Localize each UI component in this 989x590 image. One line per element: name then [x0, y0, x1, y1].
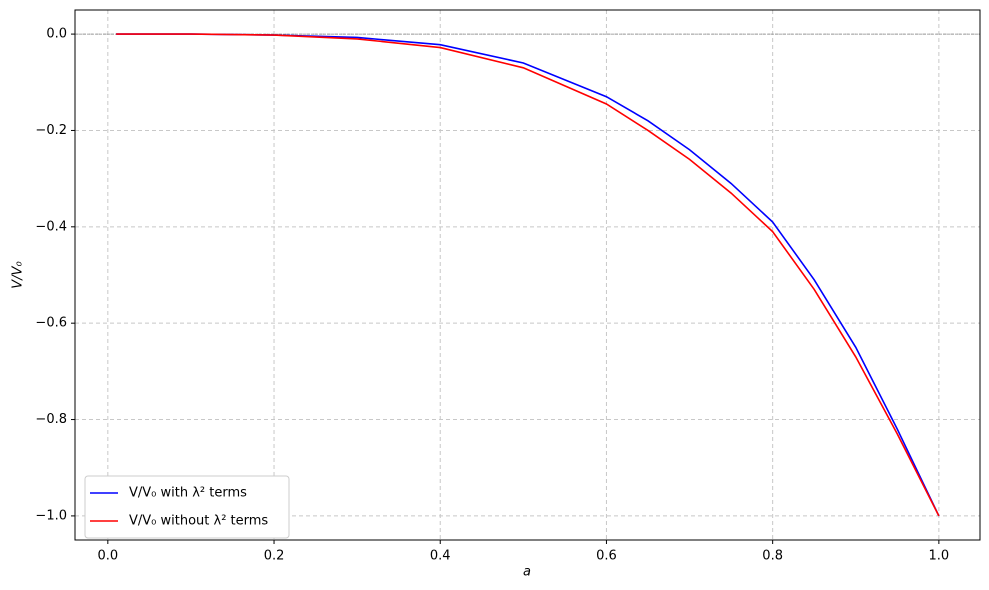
x-tick-label: 0.6	[596, 549, 617, 564]
legend-box	[84, 475, 290, 539]
y-tick-label: −0.6	[35, 316, 67, 331]
data-line	[116, 33, 940, 517]
x-tick-label: 0.8	[762, 549, 783, 564]
x-tick-label: 0.4	[430, 549, 451, 564]
y-tick-label: −1.0	[35, 508, 67, 523]
legend-label: V/V₀ with λ² terms	[129, 486, 247, 501]
y-tick-label: −0.8	[35, 412, 67, 427]
plot-frame	[74, 9, 981, 541]
data-line	[116, 33, 940, 517]
x-tick-label: 0.0	[97, 549, 118, 564]
x-axis-label: a	[523, 565, 531, 580]
y-tick-label: −0.2	[35, 123, 67, 138]
legend: V/V₀ with λ² terms V/V₀ without λ² terms	[84, 475, 290, 539]
y-axis-label: V/V₀	[11, 261, 26, 289]
x-tick-label: 1.0	[929, 549, 950, 564]
y-tick-label: −0.4	[35, 219, 67, 234]
legend-label: V/V₀ without λ² terms	[129, 514, 268, 529]
y-tick-label: 0.0	[46, 27, 67, 42]
x-tick-label: 0.2	[264, 549, 285, 564]
